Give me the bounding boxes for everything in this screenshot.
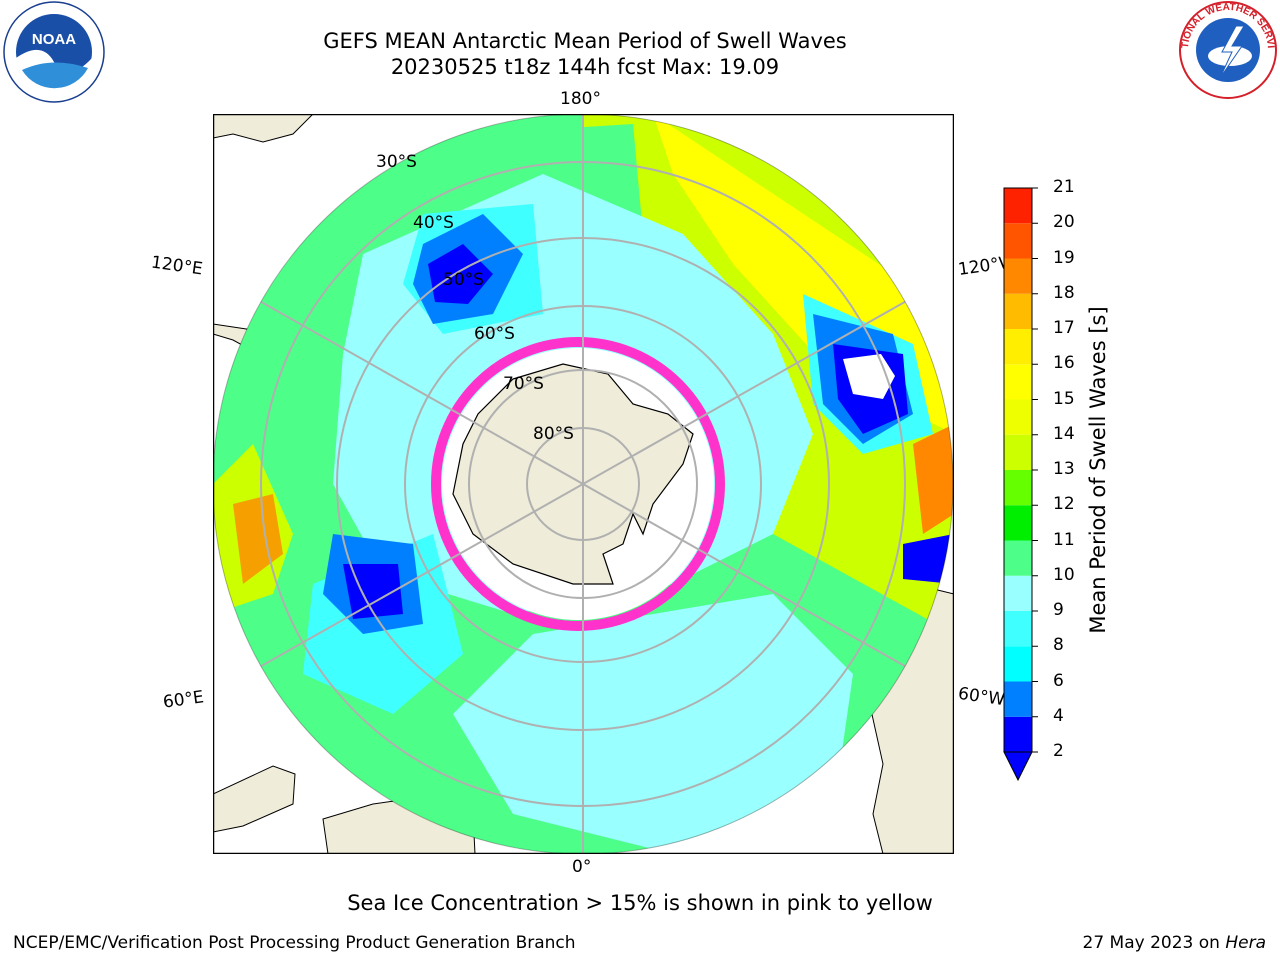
colorbar-tick-label: 11 — [1053, 529, 1075, 550]
colorbar-tick-label: 10 — [1053, 564, 1075, 585]
colorbar-tick-label: 15 — [1053, 388, 1075, 409]
colorbar-segment — [1004, 188, 1032, 224]
lon-label-180: 180° — [560, 89, 601, 109]
colorbar-tick-label: 19 — [1053, 247, 1075, 268]
colorbar-segment — [1004, 681, 1032, 717]
credit-date-text: 27 May 2023 on — [1082, 933, 1226, 953]
credit-machine: Hera — [1225, 933, 1266, 953]
colorbar-segment — [1004, 611, 1032, 647]
lat-label-40s: 40°S — [413, 213, 454, 233]
colorbar-segment — [1004, 364, 1032, 400]
lon-label-120e: 120°E — [149, 252, 204, 280]
colorbar-segment — [1004, 505, 1032, 541]
land-antarctica — [452, 363, 694, 585]
colorbar-tick-label: 18 — [1053, 282, 1075, 303]
land-australia — [213, 114, 314, 143]
colorbar-tick-label: 8 — [1053, 635, 1064, 656]
colorbar-title: Mean Period of Swell Waves [s] — [1086, 306, 1110, 634]
colorbar-segment — [1004, 716, 1032, 752]
noaa-logo-text: NOAA — [32, 31, 76, 48]
colorbar-tick-label: 17 — [1053, 318, 1075, 338]
colorbar-segment — [1004, 223, 1032, 259]
lat-label-30s: 30°S — [376, 152, 417, 172]
colorbar-segment — [1004, 293, 1032, 329]
land-madagascar — [213, 765, 296, 833]
credit-branch: NCEP/EMC/Verification Post Processing Pr… — [13, 933, 576, 953]
noaa-logo: NOAA — [3, 1, 105, 103]
lat-label-60s: 60°S — [474, 324, 515, 344]
colorbar-tick-label: 6 — [1053, 670, 1064, 691]
colorbar-tick-label: 4 — [1053, 705, 1064, 726]
lat-label-80s: 80°S — [533, 424, 574, 444]
colorbar-tick-label: 21 — [1053, 177, 1075, 197]
colorbar-segment — [1004, 329, 1032, 365]
colorbar-tick-label: 16 — [1053, 353, 1075, 374]
nws-logo: NATIONAL WEATHER SERVICE — [1178, 0, 1277, 99]
lon-label-0: 0° — [572, 857, 592, 877]
lon-label-60w: 60°W — [956, 683, 1007, 711]
colorbar-segment — [1004, 470, 1032, 506]
colorbar-segment — [1004, 434, 1032, 470]
colorbar-segment — [1004, 575, 1032, 611]
colorbar-tick-label: 13 — [1053, 459, 1075, 479]
colorbar-segment — [1004, 540, 1032, 576]
colorbar-tick-label: 12 — [1053, 494, 1075, 515]
colorbar-segment — [1004, 258, 1032, 294]
credit-date: 27 May 2023 on Hera — [1083, 933, 1267, 953]
chart-title: GEFS MEAN Antarctic Mean Period of Swell… — [323, 29, 847, 53]
lat-label-50s: 50°S — [443, 270, 484, 290]
colorbar-tick-label: 20 — [1053, 212, 1075, 233]
sea-ice-note: Sea Ice Concentration > 15% is shown in … — [347, 891, 933, 915]
colorbar-segment — [1004, 399, 1032, 435]
lon-label-60e: 60°E — [161, 687, 206, 713]
lat-label-70s: 70°S — [503, 374, 544, 394]
chart-subtitle: 20230525 t18z 144h fcst Max: 19.09 — [390, 55, 780, 79]
colorbar — [1003, 187, 1038, 782]
polar-map — [213, 114, 954, 854]
colorbar-extend-arrow — [1003, 751, 1033, 782]
colorbar-tick-label: 14 — [1053, 423, 1075, 444]
colorbar-tick-label: 9 — [1053, 600, 1064, 620]
colorbar-segment — [1004, 646, 1032, 682]
colorbar-tick-label: 2 — [1053, 741, 1064, 761]
